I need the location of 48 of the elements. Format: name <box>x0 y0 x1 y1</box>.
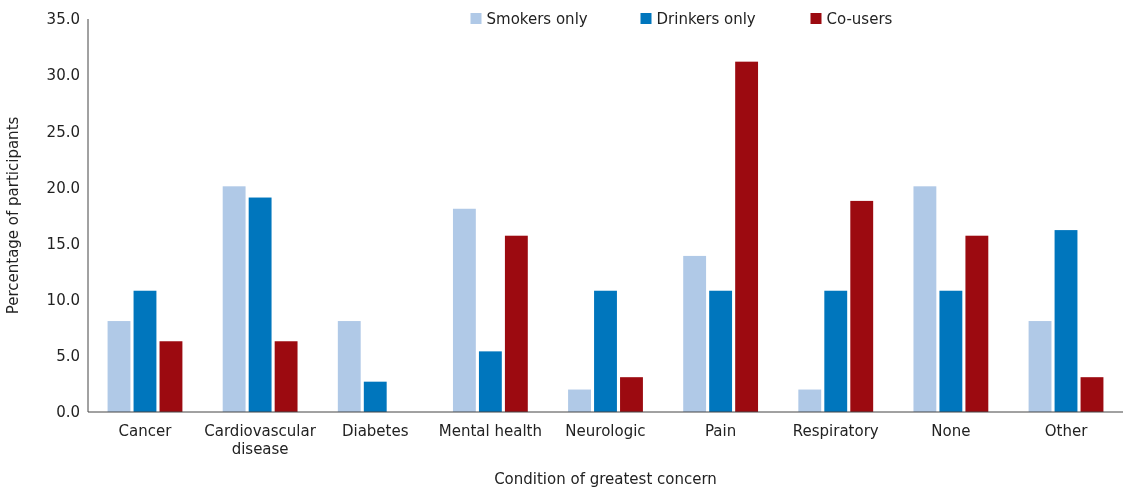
y-tick-label: 25.0 <box>46 122 80 141</box>
bar <box>683 255 707 412</box>
x-tick-label: Diabetes <box>341 422 409 440</box>
bar <box>222 186 246 412</box>
x-tick-label: Cardiovascular disease <box>204 422 317 458</box>
x-tick-label: Other <box>1044 422 1089 440</box>
y-tick-label: 30.0 <box>46 66 80 85</box>
bar <box>452 208 476 412</box>
bar <box>133 290 157 412</box>
bar <box>850 200 874 412</box>
x-axis-title: Condition of greatest concern <box>494 470 717 488</box>
bar <box>478 351 502 412</box>
y-tick-label: 0.0 <box>56 403 80 422</box>
bar <box>159 341 183 412</box>
bar <box>824 290 848 412</box>
x-tick-label: Pain <box>705 422 737 440</box>
bar <box>504 235 528 412</box>
bar <box>107 321 131 412</box>
bar <box>798 389 822 412</box>
bar <box>735 61 759 412</box>
bar <box>363 381 387 412</box>
bar <box>709 290 733 412</box>
bar <box>1028 321 1052 412</box>
bar <box>939 290 963 412</box>
x-tick-label: Mental health <box>438 422 542 440</box>
bar <box>913 186 937 412</box>
y-axis-title: Percentage of participants <box>4 116 22 315</box>
bar <box>965 235 989 412</box>
x-tick-label: Cancer <box>118 422 173 440</box>
bar <box>337 321 361 412</box>
legend-label: Smokers only <box>486 10 588 29</box>
bar <box>620 377 643 412</box>
y-tick-label: 10.0 <box>46 290 80 309</box>
x-tick-label: None <box>931 422 971 440</box>
x-tick-label: Respiratory <box>792 422 879 440</box>
bar <box>568 389 591 412</box>
legend-label: Drinkers only <box>656 10 756 29</box>
bar <box>248 197 272 412</box>
bar <box>1054 230 1078 412</box>
y-tick-label: 15.0 <box>46 234 80 253</box>
y-tick-label: 5.0 <box>56 347 80 366</box>
bar <box>274 341 298 412</box>
y-tick-label: 20.0 <box>46 178 80 197</box>
bar <box>594 290 617 412</box>
y-tick-label: 35.0 <box>46 10 80 29</box>
x-tick-label: Neurologic <box>565 422 646 440</box>
bar <box>1080 377 1104 412</box>
legend-label: Co-users <box>826 10 893 29</box>
